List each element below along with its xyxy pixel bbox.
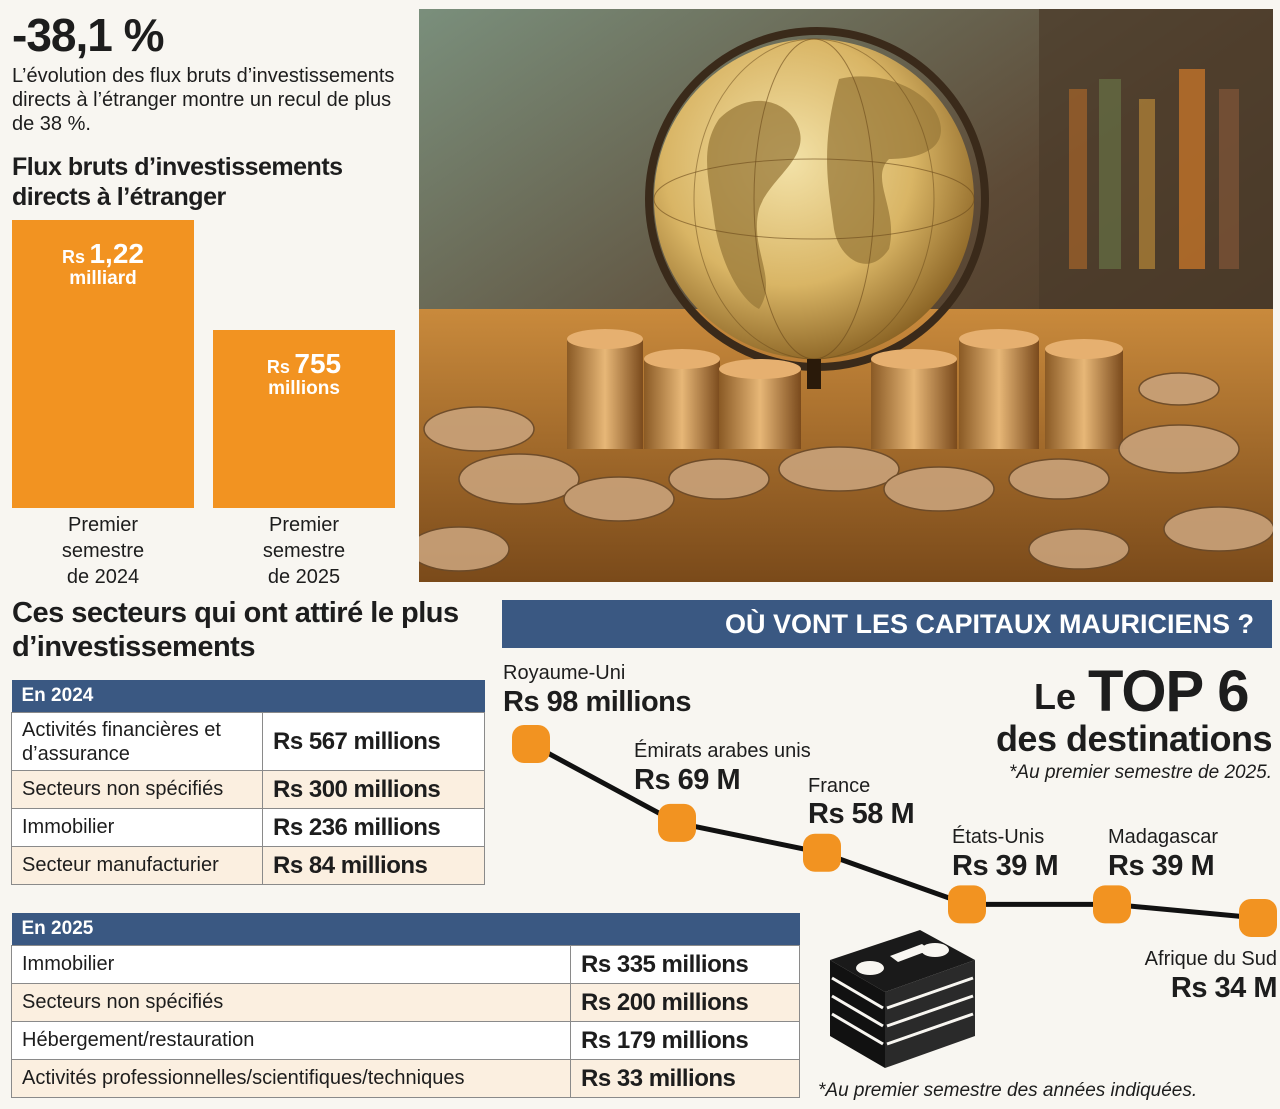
table-row: Secteur manufacturier Rs 84 millions (11, 846, 485, 885)
sector-value: Rs 300 millions (262, 770, 485, 809)
footnote: *Au premier semestre des années indiquée… (818, 1080, 1198, 1101)
sectors-table-2024: En 2024 Activités financières et d’assur… (11, 680, 485, 885)
bar-label-currency: Rs (266, 357, 290, 377)
bar-2024 (12, 220, 194, 508)
table-row: Immobilier Rs 335 millions (11, 945, 800, 984)
destination-point-3 (948, 885, 986, 924)
sector-value: Rs 179 millions (570, 1021, 800, 1060)
destination-point-2 (803, 833, 841, 872)
sector-name: Immobilier (11, 808, 263, 847)
sectors-table-2025: En 2025 Immobilier Rs 335 millions Secte… (11, 913, 800, 1098)
sector-value: Rs 567 millions (262, 712, 485, 771)
category-line: semestre (262, 540, 346, 562)
destination-value: Rs 39 M (1108, 850, 1215, 882)
table-row: Secteurs non spécifiés Rs 300 millions (11, 770, 485, 809)
sector-name: Activités financières et d’assurance (11, 712, 263, 771)
destination-name: États-Unis (952, 826, 1045, 848)
sector-name: Immobilier (11, 945, 571, 984)
table-header: En 2024 (11, 680, 485, 713)
destinations-points (512, 725, 1277, 937)
destination-value: Rs 34 M (1170, 972, 1278, 1004)
globe-coins-illustration (419, 9, 1273, 582)
category-line: semestre (61, 540, 145, 562)
sector-name: Secteur manufacturier (11, 846, 263, 885)
intro-text: L’évolution des flux bruts d’investissem… (12, 65, 395, 135)
bar-label-unit: millions (268, 378, 340, 399)
category-line: de 2025 (267, 566, 341, 588)
destination-name: France (808, 775, 871, 797)
destination-name: Madagascar (1108, 826, 1219, 848)
top6-note: *Au premier semestre de 2025. (1009, 762, 1272, 783)
table-header-row: En 2024 (11, 680, 485, 713)
destination-value: Rs 39 M (952, 850, 1059, 882)
bar-2025 (213, 330, 395, 508)
category-line: Premier (67, 514, 138, 536)
sector-value: Rs 335 millions (570, 945, 800, 984)
top6-heading: TOP 6 (1088, 659, 1250, 724)
sector-name: Secteurs non spécifiés (11, 770, 263, 809)
bar-label-unit: milliard (69, 268, 137, 289)
sector-value: Rs 84 millions (262, 846, 485, 885)
top6-subheading: des destinations (995, 718, 1273, 759)
destination-value: Rs 58 M (808, 798, 915, 830)
bar-category-2024: Premier semestre de 2024 (12, 512, 194, 590)
top6-le: Le (1034, 676, 1077, 717)
table-row: Activités financières et d’assurance Rs … (11, 712, 485, 771)
sector-name: Hébergement/restauration (11, 1021, 571, 1060)
sector-value: Rs 33 millions (570, 1059, 800, 1098)
bar-label-number: 1,22 (89, 238, 144, 269)
destination-point-1 (658, 803, 696, 842)
bar-chart-title: Flux bruts d’investissements directs à l… (12, 153, 343, 211)
table-row: Activités professionnelles/scientifiques… (11, 1059, 800, 1098)
table-row: Hébergement/restauration Rs 179 millions (11, 1021, 800, 1060)
destination-point-0 (512, 725, 550, 763)
bar-label-2025: Rs 755 millions (213, 348, 395, 400)
bar-category-2025: Premier semestre de 2025 (213, 512, 395, 590)
money-stack-icon (830, 930, 975, 1068)
globe-coins-photo (419, 9, 1273, 582)
destination-point-4 (1093, 885, 1131, 924)
sector-value: Rs 236 millions (262, 808, 485, 847)
table-row: Immobilier Rs 236 millions (11, 808, 485, 847)
bar-label-number: 755 (294, 348, 342, 379)
sector-name: Activités professionnelles/scientifiques… (11, 1059, 571, 1098)
bar-label-currency: Rs (62, 247, 86, 267)
table-header-row: En 2025 (11, 913, 800, 946)
destination-name: Émirats arabes unis (634, 740, 811, 762)
destination-name: Afrique du Sud (1144, 948, 1277, 970)
destinations-banner: OÙ VONT LES CAPITAUX MAURICIENS ? (502, 600, 1272, 648)
headline-percentage: -38,1 % (12, 9, 165, 61)
sectors-title: Ces secteurs qui ont attiré le plus d’in… (12, 597, 459, 663)
category-line: de 2024 (66, 566, 140, 588)
bar-label-2024: Rs 1,22 milliard (12, 238, 194, 290)
destination-name: Royaume-Uni (503, 662, 626, 684)
destination-point-5 (1239, 899, 1277, 937)
destination-value: Rs 69 M (634, 764, 741, 796)
destination-value: Rs 98 millions (503, 686, 692, 718)
category-line: Premier (268, 514, 339, 536)
sector-value: Rs 200 millions (570, 983, 800, 1022)
destinations-series-line (529, 741, 1259, 921)
table-header: En 2025 (11, 913, 800, 946)
